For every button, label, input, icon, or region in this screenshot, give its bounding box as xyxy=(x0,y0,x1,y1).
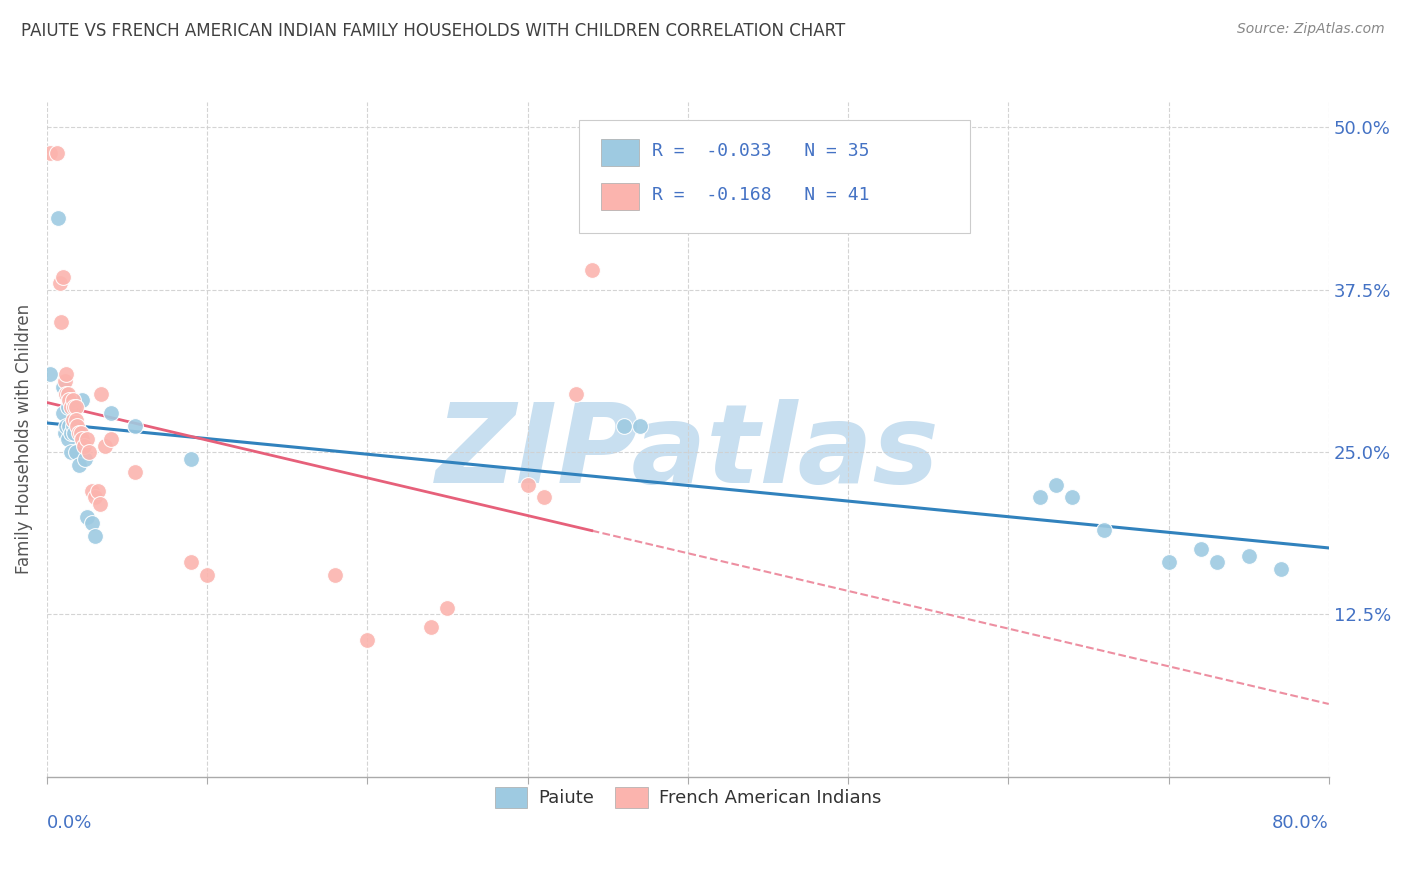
Point xyxy=(65,400,87,414)
Point xyxy=(52,269,75,284)
Point xyxy=(124,465,146,479)
Point xyxy=(1157,556,1180,570)
Bar xyxy=(600,183,640,210)
Point xyxy=(1205,556,1227,570)
Point xyxy=(180,556,202,570)
Text: 0.0%: 0.0% xyxy=(46,814,93,831)
Point xyxy=(53,374,76,388)
Point xyxy=(55,386,77,401)
Point xyxy=(62,419,84,434)
Point xyxy=(65,412,87,426)
Point xyxy=(323,568,346,582)
Text: R =  -0.033   N = 35: R = -0.033 N = 35 xyxy=(652,142,869,160)
Point xyxy=(613,419,636,434)
Point xyxy=(76,510,98,524)
Point xyxy=(46,211,69,226)
Point xyxy=(67,458,90,472)
Point xyxy=(70,393,93,408)
Point xyxy=(58,419,80,434)
Point xyxy=(65,445,87,459)
Point xyxy=(87,483,110,498)
Point xyxy=(67,425,90,440)
Point xyxy=(39,367,62,381)
Point xyxy=(180,451,202,466)
Point xyxy=(55,367,77,381)
Point xyxy=(53,425,76,440)
Y-axis label: Family Households with Children: Family Households with Children xyxy=(15,304,32,574)
Text: Source: ZipAtlas.com: Source: ZipAtlas.com xyxy=(1237,22,1385,37)
Point xyxy=(420,620,443,634)
Text: 80.0%: 80.0% xyxy=(1272,814,1329,831)
Point xyxy=(100,406,122,420)
Point xyxy=(533,491,555,505)
Point xyxy=(55,386,77,401)
Text: R =  -0.168   N = 41: R = -0.168 N = 41 xyxy=(652,186,869,203)
Point xyxy=(1094,523,1116,537)
Point xyxy=(51,315,73,329)
Point xyxy=(58,393,80,408)
Point xyxy=(89,497,111,511)
Point xyxy=(124,419,146,434)
Point xyxy=(356,633,378,648)
Point xyxy=(195,568,218,582)
Point xyxy=(76,432,98,446)
FancyBboxPatch shape xyxy=(579,120,970,233)
Point xyxy=(80,483,103,498)
Point xyxy=(52,406,75,420)
Point xyxy=(63,425,86,440)
Point xyxy=(628,419,651,434)
Text: ZIPatlas: ZIPatlas xyxy=(436,399,939,506)
Point xyxy=(69,425,91,440)
Point xyxy=(59,445,82,459)
Point xyxy=(84,491,107,505)
Point xyxy=(59,425,82,440)
Point xyxy=(1029,491,1052,505)
Point xyxy=(45,146,67,161)
Point xyxy=(1045,477,1067,491)
Text: PAIUTE VS FRENCH AMERICAN INDIAN FAMILY HOUSEHOLDS WITH CHILDREN CORRELATION CHA: PAIUTE VS FRENCH AMERICAN INDIAN FAMILY … xyxy=(21,22,845,40)
Point xyxy=(66,419,89,434)
Point xyxy=(1270,562,1292,576)
Point xyxy=(436,600,458,615)
Point xyxy=(1062,491,1084,505)
Point xyxy=(581,263,603,277)
Point xyxy=(90,386,112,401)
Point xyxy=(56,432,79,446)
Point xyxy=(1189,542,1212,557)
Point xyxy=(55,419,77,434)
Point xyxy=(59,400,82,414)
Point xyxy=(48,277,70,291)
Point xyxy=(1237,549,1260,563)
Point xyxy=(62,393,84,408)
Legend: Paiute, French American Indians: Paiute, French American Indians xyxy=(488,780,889,815)
Point xyxy=(73,439,96,453)
Point xyxy=(100,432,122,446)
Point xyxy=(70,432,93,446)
Point xyxy=(52,380,75,394)
Point xyxy=(62,412,84,426)
Point xyxy=(56,400,79,414)
Point xyxy=(93,439,115,453)
Point xyxy=(80,516,103,531)
Bar xyxy=(600,138,640,166)
Point xyxy=(39,146,62,161)
Point xyxy=(75,451,97,466)
Point xyxy=(77,445,100,459)
Point xyxy=(516,477,538,491)
Point xyxy=(56,386,79,401)
Point xyxy=(564,386,586,401)
Point xyxy=(84,529,107,543)
Point xyxy=(63,400,86,414)
